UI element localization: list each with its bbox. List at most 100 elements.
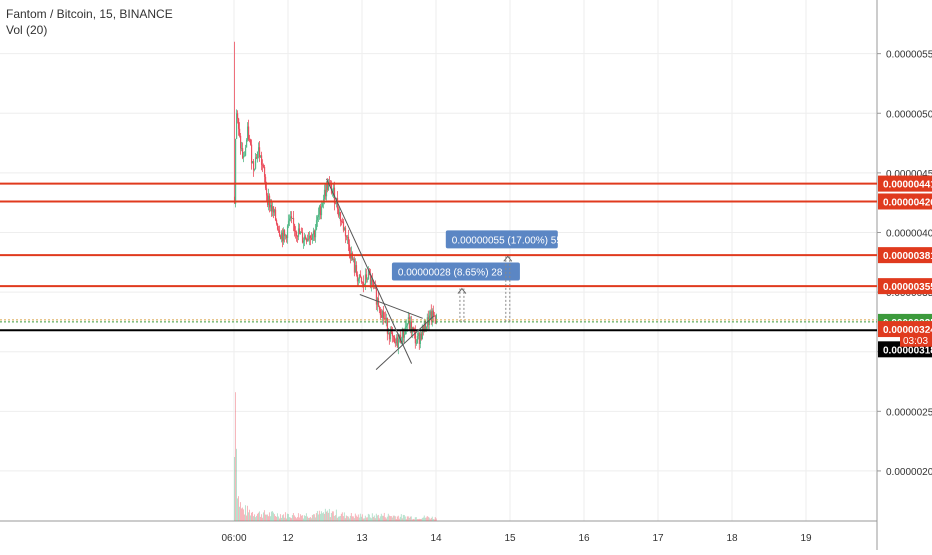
volume-bar — [350, 513, 352, 521]
candle-body — [288, 218, 291, 221]
candle-body — [292, 217, 295, 225]
candle-body — [281, 232, 284, 242]
candle-body — [330, 183, 333, 194]
candle-body — [264, 176, 267, 189]
volume-bar — [365, 517, 367, 521]
volume-indicator-label[interactable]: Vol (20) — [6, 23, 48, 37]
volume-bar — [295, 518, 297, 521]
measure-label-box[interactable] — [445, 230, 558, 249]
volume-bar — [394, 516, 396, 521]
volume-bar — [252, 516, 254, 521]
candle-body — [362, 282, 365, 286]
volume-bar — [282, 514, 284, 521]
volume-bar — [251, 511, 253, 521]
candle-body — [424, 320, 427, 331]
candle-body — [352, 258, 355, 260]
candle-body — [319, 206, 322, 216]
volume-bar — [397, 515, 399, 521]
candle-body — [259, 155, 262, 158]
volume-bar — [374, 518, 376, 521]
measurements[interactable]: 0.00000028 (8.65%) 28 0.00000055 (17.00%)… — [391, 230, 563, 322]
candle-body — [258, 147, 261, 158]
volume-bar — [305, 513, 307, 521]
candle-body — [239, 135, 242, 149]
candle-body — [305, 238, 308, 242]
trend-lines[interactable] — [326, 178, 435, 370]
candle-body — [358, 274, 361, 279]
volume-bar — [348, 518, 350, 521]
volume-bar — [268, 512, 270, 521]
volume-bar — [306, 516, 308, 521]
candle-body — [247, 126, 250, 140]
candle-body — [311, 234, 314, 240]
volume-bar — [380, 513, 382, 521]
candle-body — [370, 279, 373, 285]
volume-bar — [383, 512, 385, 521]
candle-body — [392, 335, 395, 337]
volume-bar — [271, 511, 273, 521]
candle-body — [400, 342, 403, 344]
volume-bar — [363, 518, 365, 521]
volume-bar — [315, 513, 317, 521]
candle-body — [342, 221, 345, 231]
measure-label: 0.00000028 (8.65%) 28 — [398, 268, 503, 279]
measure-label-box[interactable] — [391, 262, 520, 281]
volume-bar — [367, 513, 369, 521]
candle-body — [435, 314, 437, 324]
volume-bar — [342, 516, 344, 521]
volume-bar — [327, 512, 329, 521]
time-axis[interactable]: 06:00 12 13 14 15 16 17 18 19 — [0, 520, 877, 544]
volume-bar — [338, 516, 340, 521]
candle-body — [278, 230, 281, 236]
level-price-tag — [878, 278, 932, 295]
candle-body — [423, 320, 426, 332]
candle-body — [393, 336, 396, 343]
candle-body — [271, 206, 274, 212]
candle-body — [355, 265, 358, 275]
trend-line[interactable] — [375, 315, 435, 370]
volume-bar — [234, 392, 236, 521]
volume-bar — [432, 518, 434, 521]
candle-body — [289, 216, 292, 219]
candle-body — [301, 232, 304, 243]
candle-body — [304, 236, 307, 239]
time-axis-label: 18 — [726, 533, 738, 544]
volume-bar — [261, 517, 263, 521]
volume-bar — [297, 513, 299, 521]
volume-bar — [382, 515, 384, 521]
volume-bar — [236, 498, 238, 521]
candle-body — [369, 275, 372, 285]
candle-body — [256, 151, 259, 159]
volume-bar — [423, 515, 425, 521]
candle-body — [272, 206, 275, 213]
volume-bar — [301, 515, 303, 521]
candle-body — [379, 309, 382, 316]
volume-bar — [369, 517, 371, 521]
candle-body — [381, 311, 384, 318]
volume-bar — [435, 518, 437, 521]
candle-body — [249, 139, 252, 145]
symbol-title: Fantom / Bitcoin, 15, BINANCE — [6, 7, 173, 21]
volume-bar — [359, 513, 361, 521]
volume-bar — [415, 517, 417, 521]
candle-body — [252, 161, 255, 170]
volume-bar — [234, 457, 235, 521]
candle-body — [300, 232, 303, 234]
trend-line[interactable] — [359, 294, 423, 319]
volume-bar — [299, 514, 301, 521]
volume-bar — [412, 518, 414, 521]
volume-bar — [260, 514, 262, 521]
measure-label: 0.00000055 (17.00%) 55 — [452, 235, 563, 246]
volume-bar — [411, 519, 413, 521]
candle-body — [251, 161, 254, 164]
volume-bar — [318, 510, 320, 521]
volume-bar — [322, 512, 324, 521]
volume-bar — [368, 514, 370, 521]
trend-line[interactable] — [326, 178, 413, 364]
candle-body — [339, 212, 342, 222]
